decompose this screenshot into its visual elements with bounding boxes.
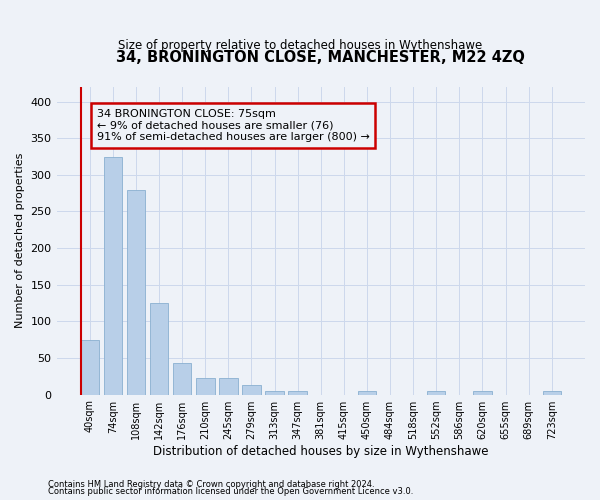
Title: 34, BRONINGTON CLOSE, MANCHESTER, M22 4ZQ: 34, BRONINGTON CLOSE, MANCHESTER, M22 4Z… bbox=[116, 50, 525, 65]
Bar bbox=[289, 391, 307, 394]
Bar bbox=[150, 303, 169, 394]
Bar bbox=[242, 385, 261, 394]
Text: Size of property relative to detached houses in Wythenshawe: Size of property relative to detached ho… bbox=[118, 40, 482, 52]
Bar bbox=[219, 378, 238, 394]
Bar bbox=[173, 363, 191, 394]
Y-axis label: Number of detached properties: Number of detached properties bbox=[15, 153, 25, 328]
Bar bbox=[473, 391, 491, 394]
Bar bbox=[358, 391, 376, 394]
Bar bbox=[104, 156, 122, 394]
Bar bbox=[80, 340, 99, 394]
Bar bbox=[127, 190, 145, 394]
Text: 34 BRONINGTON CLOSE: 75sqm
← 9% of detached houses are smaller (76)
91% of semi-: 34 BRONINGTON CLOSE: 75sqm ← 9% of detac… bbox=[97, 109, 370, 142]
Bar bbox=[265, 391, 284, 394]
Bar bbox=[196, 378, 215, 394]
Text: Contains HM Land Registry data © Crown copyright and database right 2024.: Contains HM Land Registry data © Crown c… bbox=[48, 480, 374, 489]
Bar bbox=[427, 391, 445, 394]
Text: Contains public sector information licensed under the Open Government Licence v3: Contains public sector information licen… bbox=[48, 487, 413, 496]
X-axis label: Distribution of detached houses by size in Wythenshawe: Distribution of detached houses by size … bbox=[153, 444, 488, 458]
Bar bbox=[542, 391, 561, 394]
